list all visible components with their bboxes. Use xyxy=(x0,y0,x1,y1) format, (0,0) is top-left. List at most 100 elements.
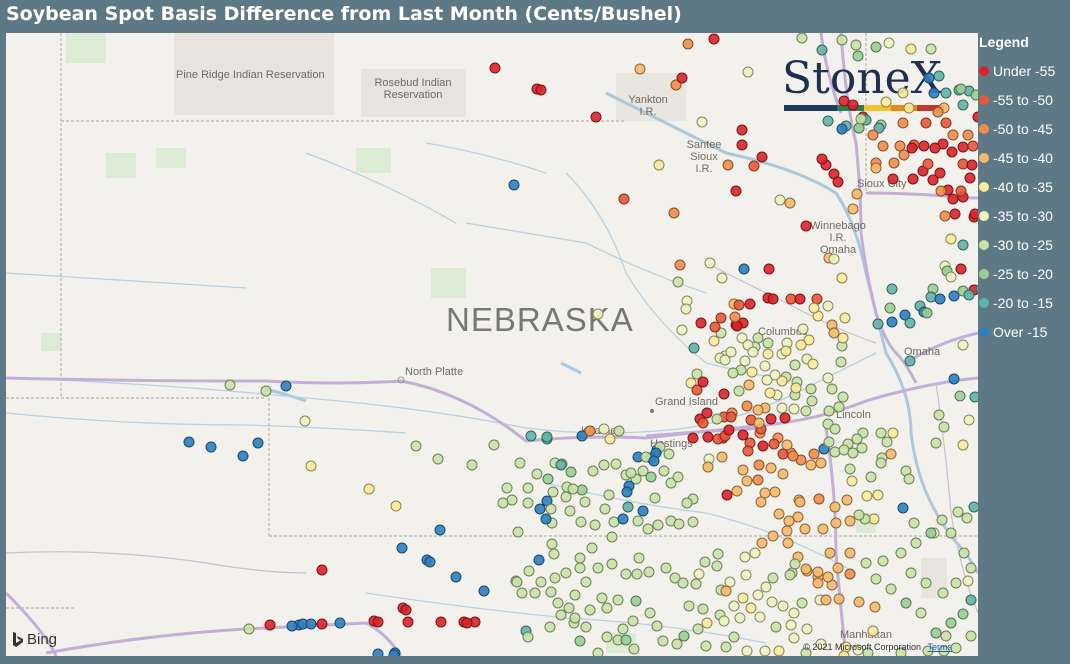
legend-item[interactable]: -30 to -25 xyxy=(979,230,1069,259)
data-point[interactable] xyxy=(576,484,588,496)
data-point[interactable] xyxy=(940,87,952,99)
data-point[interactable] xyxy=(923,72,935,84)
data-point[interactable] xyxy=(569,612,581,624)
data-point[interactable] xyxy=(741,645,753,656)
data-point[interactable] xyxy=(580,621,592,633)
data-point[interactable] xyxy=(692,623,704,635)
data-point[interactable] xyxy=(922,645,934,656)
data-point[interactable] xyxy=(800,647,812,656)
data-point[interactable] xyxy=(872,318,884,330)
data-point[interactable] xyxy=(610,458,622,470)
data-point[interactable] xyxy=(731,320,743,332)
data-point[interactable] xyxy=(620,634,632,646)
data-point[interactable] xyxy=(388,649,400,656)
data-point[interactable] xyxy=(776,375,788,387)
data-point[interactable] xyxy=(720,641,732,653)
data-point[interactable] xyxy=(617,513,629,525)
data-point[interactable] xyxy=(955,185,967,197)
data-point[interactable] xyxy=(548,548,560,560)
data-point[interactable] xyxy=(759,360,771,372)
data-point[interactable] xyxy=(622,501,634,513)
data-point[interactable] xyxy=(788,607,800,619)
data-point[interactable] xyxy=(833,593,845,605)
data-point[interactable] xyxy=(782,537,794,549)
data-point[interactable] xyxy=(829,446,841,458)
data-point[interactable] xyxy=(608,516,620,528)
data-point[interactable] xyxy=(676,72,688,84)
data-point[interactable] xyxy=(957,239,969,251)
data-point[interactable] xyxy=(535,576,547,588)
data-point[interactable] xyxy=(767,530,779,542)
data-point[interactable] xyxy=(691,384,703,396)
data-point[interactable] xyxy=(867,625,879,637)
data-point[interactable] xyxy=(946,146,958,158)
data-point[interactable] xyxy=(531,468,543,480)
data-point[interactable] xyxy=(949,208,961,220)
data-point[interactable] xyxy=(737,429,749,441)
data-point[interactable] xyxy=(734,612,746,624)
data-point[interactable] xyxy=(950,642,962,654)
data-point[interactable] xyxy=(676,324,688,336)
data-point[interactable] xyxy=(709,321,721,333)
data-point[interactable] xyxy=(928,87,940,99)
data-point[interactable] xyxy=(760,581,772,593)
data-point[interactable] xyxy=(785,619,797,631)
data-point[interactable] xyxy=(316,618,328,630)
data-point[interactable] xyxy=(828,253,840,265)
data-point[interactable] xyxy=(674,259,686,271)
data-point[interactable] xyxy=(604,433,616,445)
data-point[interactable] xyxy=(887,427,899,439)
data-point[interactable] xyxy=(260,385,272,397)
data-point[interactable] xyxy=(921,307,933,319)
data-point[interactable] xyxy=(801,623,813,635)
data-point[interactable] xyxy=(565,466,577,478)
data-point[interactable] xyxy=(933,70,945,82)
data-point[interactable] xyxy=(286,620,298,632)
data-point[interactable] xyxy=(741,400,753,412)
data-point[interactable] xyxy=(688,342,700,354)
data-point[interactable] xyxy=(522,497,534,509)
data-point[interactable] xyxy=(390,500,402,512)
data-point[interactable] xyxy=(237,450,249,462)
data-point[interactable] xyxy=(508,179,520,191)
data-points-svg[interactable] xyxy=(6,33,978,656)
data-point[interactable] xyxy=(648,455,660,467)
data-point[interactable] xyxy=(574,552,586,564)
data-point[interactable] xyxy=(779,412,791,424)
data-point[interactable] xyxy=(762,337,774,349)
data-point[interactable] xyxy=(822,300,834,312)
data-point[interactable] xyxy=(511,576,523,588)
data-point[interactable] xyxy=(765,413,777,425)
data-point[interactable] xyxy=(632,515,644,527)
data-point[interactable] xyxy=(895,547,907,559)
terms-link[interactable]: Terms xyxy=(927,642,953,652)
legend-item[interactable]: -20 to -15 xyxy=(979,288,1069,317)
data-point[interactable] xyxy=(903,102,915,114)
data-point[interactable] xyxy=(672,276,684,288)
data-point[interactable] xyxy=(584,604,596,616)
data-point[interactable] xyxy=(865,471,877,483)
data-point[interactable] xyxy=(733,385,745,397)
data-point[interactable] xyxy=(681,497,693,509)
data-point[interactable] xyxy=(803,334,815,346)
data-point[interactable] xyxy=(730,185,742,197)
data-point[interactable] xyxy=(975,284,978,294)
data-point[interactable] xyxy=(784,197,796,209)
data-point[interactable] xyxy=(576,430,588,442)
data-point[interactable] xyxy=(957,339,969,351)
data-point[interactable] xyxy=(671,638,683,650)
data-point[interactable] xyxy=(920,577,932,589)
data-point[interactable] xyxy=(670,79,682,91)
data-point[interactable] xyxy=(761,374,773,386)
data-point[interactable] xyxy=(789,558,801,570)
data-point[interactable] xyxy=(690,578,702,590)
data-point[interactable] xyxy=(774,194,786,206)
data-point[interactable] xyxy=(833,401,845,413)
data-point[interactable] xyxy=(838,444,850,456)
data-point[interactable] xyxy=(400,604,412,616)
data-point[interactable] xyxy=(633,552,645,564)
data-point[interactable] xyxy=(696,116,708,128)
data-point[interactable] xyxy=(828,327,840,339)
data-point[interactable] xyxy=(930,437,942,449)
data-point[interactable] xyxy=(817,523,829,535)
